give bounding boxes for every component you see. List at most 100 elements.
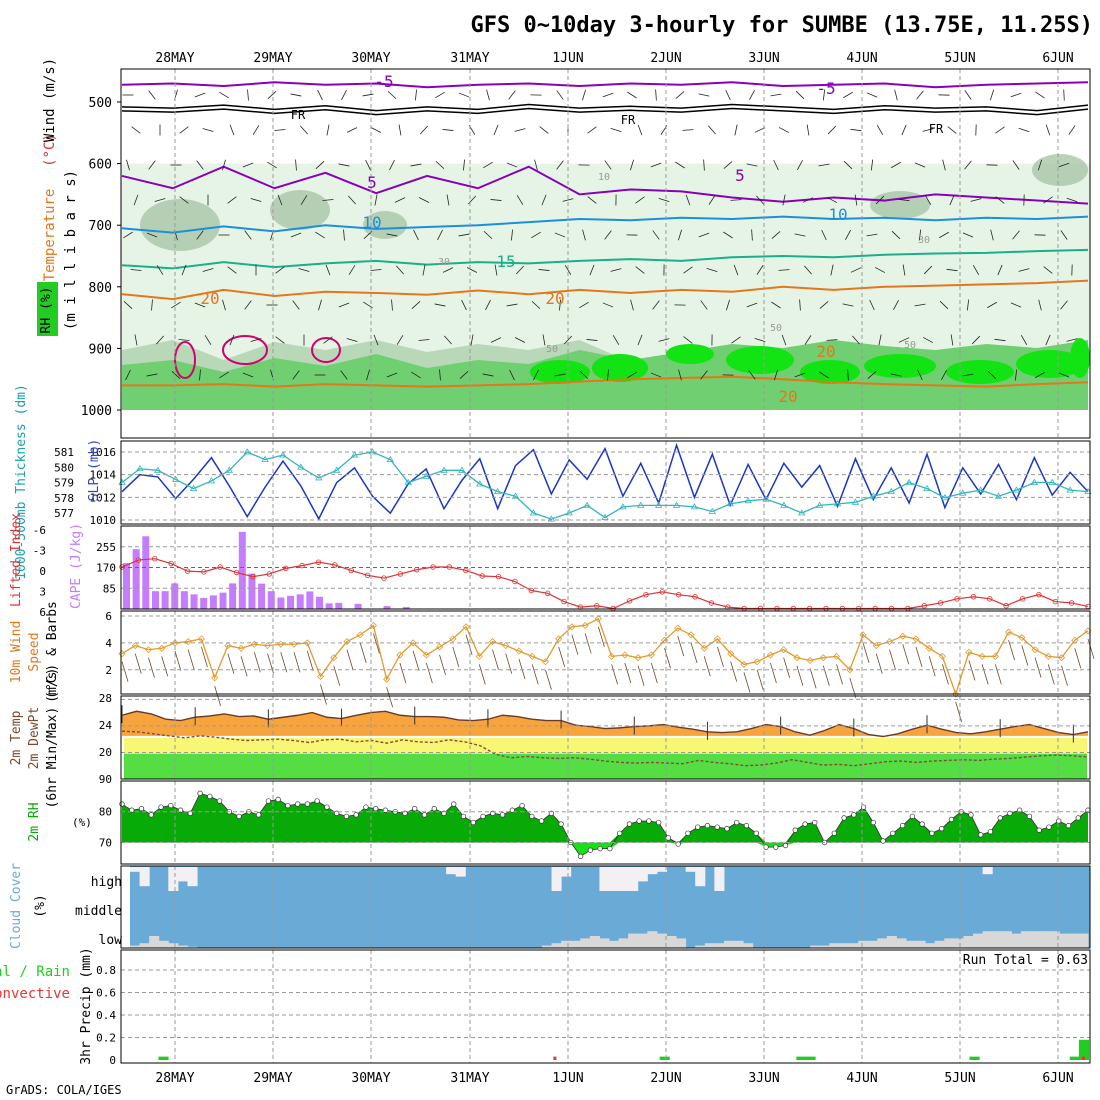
surface-wind-barb <box>664 648 671 669</box>
wind-barb <box>806 124 810 136</box>
rh2m-point <box>460 813 467 820</box>
rh2m-point <box>470 819 476 826</box>
rh2m-point <box>499 812 506 818</box>
wind-barb <box>323 336 333 344</box>
thickness-point <box>798 509 806 516</box>
rh2m-point <box>421 812 428 818</box>
temp-tick: 90 <box>99 773 112 786</box>
wind-barb <box>341 89 347 101</box>
surface-wind-barb <box>1008 640 1015 661</box>
wind-barb <box>194 92 206 98</box>
high-cloud-bar <box>637 867 648 882</box>
pressure-tick: 800 <box>89 281 112 296</box>
wind-barb <box>179 196 189 204</box>
wind-barb <box>326 124 330 136</box>
high-cloud-bar <box>561 867 572 877</box>
low-cloud-bar <box>915 940 926 948</box>
wind-barb <box>300 125 308 135</box>
wind-barb <box>242 372 254 378</box>
rh-blob <box>946 360 1014 384</box>
wind-barb <box>418 197 430 203</box>
wind-barb <box>413 229 419 241</box>
wind-barb <box>971 335 981 345</box>
cape-bar <box>123 563 130 609</box>
wind-barb <box>1066 197 1078 203</box>
cape-bar <box>209 595 217 609</box>
wind-barb <box>563 335 573 345</box>
wind-barb <box>630 299 634 311</box>
rh-blob-mid <box>140 199 220 251</box>
rh2m-point <box>792 827 798 833</box>
low-cloud-bar <box>570 940 581 948</box>
wind-barb <box>941 369 947 381</box>
li-point <box>283 565 289 572</box>
wind-barb <box>1063 89 1065 101</box>
wind-speed-point <box>383 675 391 683</box>
wind-barb <box>972 265 980 275</box>
wind-barb <box>675 161 685 169</box>
surface-wind-barb <box>994 664 1002 685</box>
rh2m-point <box>587 847 594 853</box>
rh-blob <box>1016 350 1084 378</box>
wind-barb <box>843 160 853 170</box>
surface-wind-barb <box>1087 638 1095 659</box>
rh2m-point <box>480 813 486 820</box>
wind-barb <box>151 299 153 311</box>
rh2m-point <box>938 825 945 832</box>
rh2m-point <box>607 845 613 852</box>
li-point <box>348 567 354 574</box>
wind-barb <box>1043 266 1053 274</box>
rh-blob <box>726 346 794 374</box>
wind-barb <box>827 125 837 135</box>
wind-speed-point <box>700 644 708 652</box>
wind-barb <box>483 230 493 240</box>
rh-blob <box>592 354 648 382</box>
li-point <box>643 591 649 598</box>
wind-speed-point <box>369 621 377 630</box>
li-point <box>937 600 944 606</box>
wind-barb <box>123 301 133 309</box>
rh2m-point <box>656 819 662 826</box>
wind-barb <box>987 301 997 309</box>
chart-title: GFS 0~10day 3-hourly for SUMBE (13.75E, … <box>470 13 1093 38</box>
wind-barb <box>746 302 758 308</box>
li-tick: -6 <box>33 524 46 537</box>
wind-barb <box>874 267 886 273</box>
rh2m-point <box>734 819 740 826</box>
wind-barb <box>914 303 926 307</box>
wind-barb <box>819 371 829 379</box>
wind-barb <box>204 335 212 345</box>
axis-label: 2m RH <box>27 802 42 841</box>
axis-label: 10m Wind <box>9 621 24 684</box>
surface-wind-barb <box>598 626 605 647</box>
wind-barb <box>533 369 539 381</box>
high-cloud-bar <box>685 867 696 872</box>
surface-wind-barb <box>518 658 526 680</box>
thickness-point <box>350 451 359 458</box>
surface-wind-barb <box>928 656 936 677</box>
high-cloud-bar <box>618 867 629 891</box>
rh2m-point <box>831 830 837 836</box>
wind-barb <box>219 371 229 379</box>
wind-barb <box>148 160 156 170</box>
precip-total-bar <box>1078 1039 1089 1060</box>
precip-tick: 0.2 <box>96 1032 116 1045</box>
low-cloud-bar <box>1030 931 1041 948</box>
wind-barb <box>683 336 693 344</box>
wind-barb <box>458 92 470 98</box>
li-point <box>512 578 518 585</box>
low-cloud-bar <box>819 945 830 948</box>
wind-barb <box>754 338 766 342</box>
wind-speed-point <box>885 638 894 646</box>
low-cloud-bar <box>599 938 610 948</box>
wind-barb <box>516 195 524 205</box>
rh-blob <box>666 344 714 364</box>
wind-barb <box>267 161 277 169</box>
surface-wind-barb <box>478 664 486 685</box>
surface-wind-barb <box>822 665 830 686</box>
wind-barb <box>394 197 406 203</box>
wind-barb <box>949 194 955 206</box>
wind-barb <box>348 265 356 275</box>
low-cloud-bar <box>963 936 974 948</box>
